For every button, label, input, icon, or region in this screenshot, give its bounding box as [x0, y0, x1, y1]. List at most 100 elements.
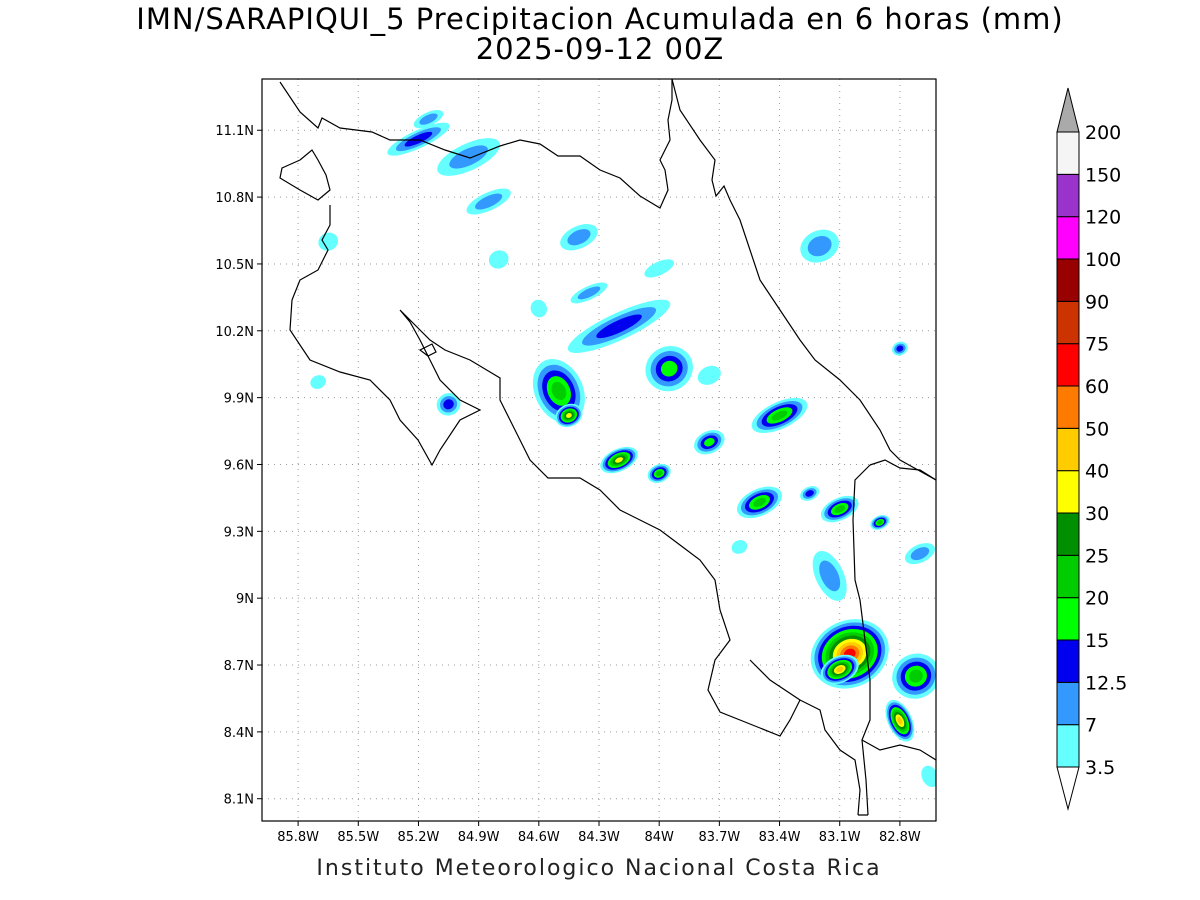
lon-tick-label: 82.8W — [879, 830, 921, 845]
precip-contour — [644, 259, 674, 278]
precipitation-field — [310, 110, 936, 788]
precip-contour — [697, 365, 721, 385]
precip-contour — [615, 457, 624, 463]
precip-contour — [704, 437, 715, 447]
precip-cell — [800, 486, 820, 501]
precip-cell — [892, 653, 936, 699]
precip-cell — [731, 539, 748, 554]
map-axes: 85.8W 85.5W 85.2W 84.9W 84.6W 84.3W 84W 83.7W 83… — [215, 124, 921, 845]
panama-coast-south — [861, 739, 936, 761]
precip-cell — [751, 397, 808, 434]
precip-contour — [909, 669, 923, 683]
precip-contour — [577, 286, 601, 300]
lat-tick-label: 9.9N — [224, 392, 254, 407]
precip-cell — [820, 495, 859, 523]
colorbar-level-label: 200 — [1085, 122, 1121, 144]
colorbar-level-label: 100 — [1085, 249, 1121, 271]
colorbar-swatch — [1056, 300, 1080, 345]
precip-contour — [596, 314, 642, 339]
lon-tick-label: 84W — [644, 830, 674, 845]
precip-cell — [413, 110, 444, 129]
colorbar-level-label: 12.5 — [1085, 672, 1127, 694]
colorbar-level-label: 25 — [1085, 545, 1109, 567]
colorbar-level-label: 120 — [1085, 207, 1121, 229]
lat-tick-label: 11.1N — [215, 124, 254, 139]
panama-border — [749, 459, 936, 816]
precip-contour — [567, 229, 591, 246]
colorbar-level-label: 7 — [1085, 715, 1097, 737]
colorbar-level-label: 75 — [1085, 334, 1109, 356]
caribbean-coastline — [671, 79, 936, 481]
colorbar-level-label: 40 — [1085, 461, 1109, 483]
colorbar-level-label: 3.5 — [1085, 757, 1115, 779]
lon-tick-label: 84.9W — [458, 830, 500, 845]
precip-cell — [736, 486, 783, 519]
lat-tick-label: 9.3N — [224, 525, 254, 540]
precip-cell — [466, 188, 511, 215]
lon-tick-label: 85.5W — [337, 830, 379, 845]
colorbar-level-label: 90 — [1085, 291, 1109, 313]
precip-cell — [647, 463, 671, 483]
lat-tick-label: 8.1N — [224, 793, 254, 808]
lon-tick-label: 83.1W — [819, 830, 861, 845]
precip-contour — [807, 235, 832, 257]
colorbar-level-label: 20 — [1085, 588, 1109, 610]
colorbar-level-label: 15 — [1085, 630, 1109, 652]
precip-cell — [800, 229, 839, 263]
colorbar-legend: 3.5 7 12.5 15 20 25 30 40 50 60 75 90 100 120 150 200 — [1056, 87, 1127, 811]
precip-cell — [885, 699, 915, 742]
chart-title: IMN/SARAPIQUI_5 Precipitacion Acumulada … — [136, 2, 1064, 36]
precip-cell — [904, 543, 935, 565]
lon-tick-label: 85.2W — [398, 830, 440, 845]
colorbar-level-label: 60 — [1085, 376, 1109, 398]
precip-cell — [644, 259, 674, 278]
colorbar-level-label: 30 — [1085, 503, 1109, 525]
precip-cell — [555, 403, 583, 428]
lon-tick-label: 83.7W — [698, 830, 740, 845]
precip-contour — [488, 250, 509, 269]
precip-contour — [836, 666, 844, 673]
precip-contour — [404, 131, 433, 147]
precip-cell — [645, 346, 693, 392]
precip-contour — [566, 412, 572, 418]
precip-cell — [892, 341, 908, 356]
precip-contour — [819, 560, 841, 592]
precip-cell — [820, 654, 859, 685]
footer-credit: Instituto Meteorologico Nacional Costa R… — [316, 856, 882, 881]
chart-subtitle-date: 2025-09-12 00Z — [475, 32, 725, 66]
colorbar-swatch — [1056, 512, 1080, 556]
lat-tick-label: 10.5N — [215, 258, 254, 273]
lon-tick-label: 84.3W — [578, 830, 620, 845]
precip-cell — [488, 250, 509, 269]
lat-tick-label: 8.7N — [224, 659, 254, 674]
nicoya-inlet — [418, 343, 437, 357]
lon-tick-label: 84.6W — [518, 830, 560, 845]
precip-cell — [436, 393, 461, 416]
precip-contour — [419, 113, 438, 125]
colorbar-swatch — [1056, 131, 1080, 175]
colorbar-swatch — [1056, 724, 1080, 768]
precip-contour — [443, 399, 454, 410]
precip-contour — [896, 345, 904, 352]
colorbar-level-label: 150 — [1085, 164, 1121, 186]
precip-contour — [897, 716, 903, 725]
precip-contour — [910, 547, 930, 561]
precip-cell — [870, 515, 890, 530]
pacific-coastline-north — [279, 149, 861, 816]
precip-cell — [921, 765, 936, 788]
precip-cell — [530, 299, 548, 318]
colorbar-swatch — [1056, 639, 1080, 683]
colorbar-level-label: 50 — [1085, 418, 1109, 440]
colorbar-swatch — [1056, 173, 1080, 218]
precip-cell — [387, 122, 450, 156]
precip-cell — [600, 446, 638, 474]
coastlines-and-borders — [279, 79, 936, 816]
colorbar-swatch — [1056, 554, 1080, 599]
colorbar-swatch — [1056, 681, 1080, 726]
precip-cell — [694, 430, 725, 455]
precip-contour — [877, 520, 883, 525]
colorbar-swatch — [1056, 216, 1080, 260]
precip-contour — [771, 410, 788, 421]
precip-cell — [812, 550, 847, 601]
